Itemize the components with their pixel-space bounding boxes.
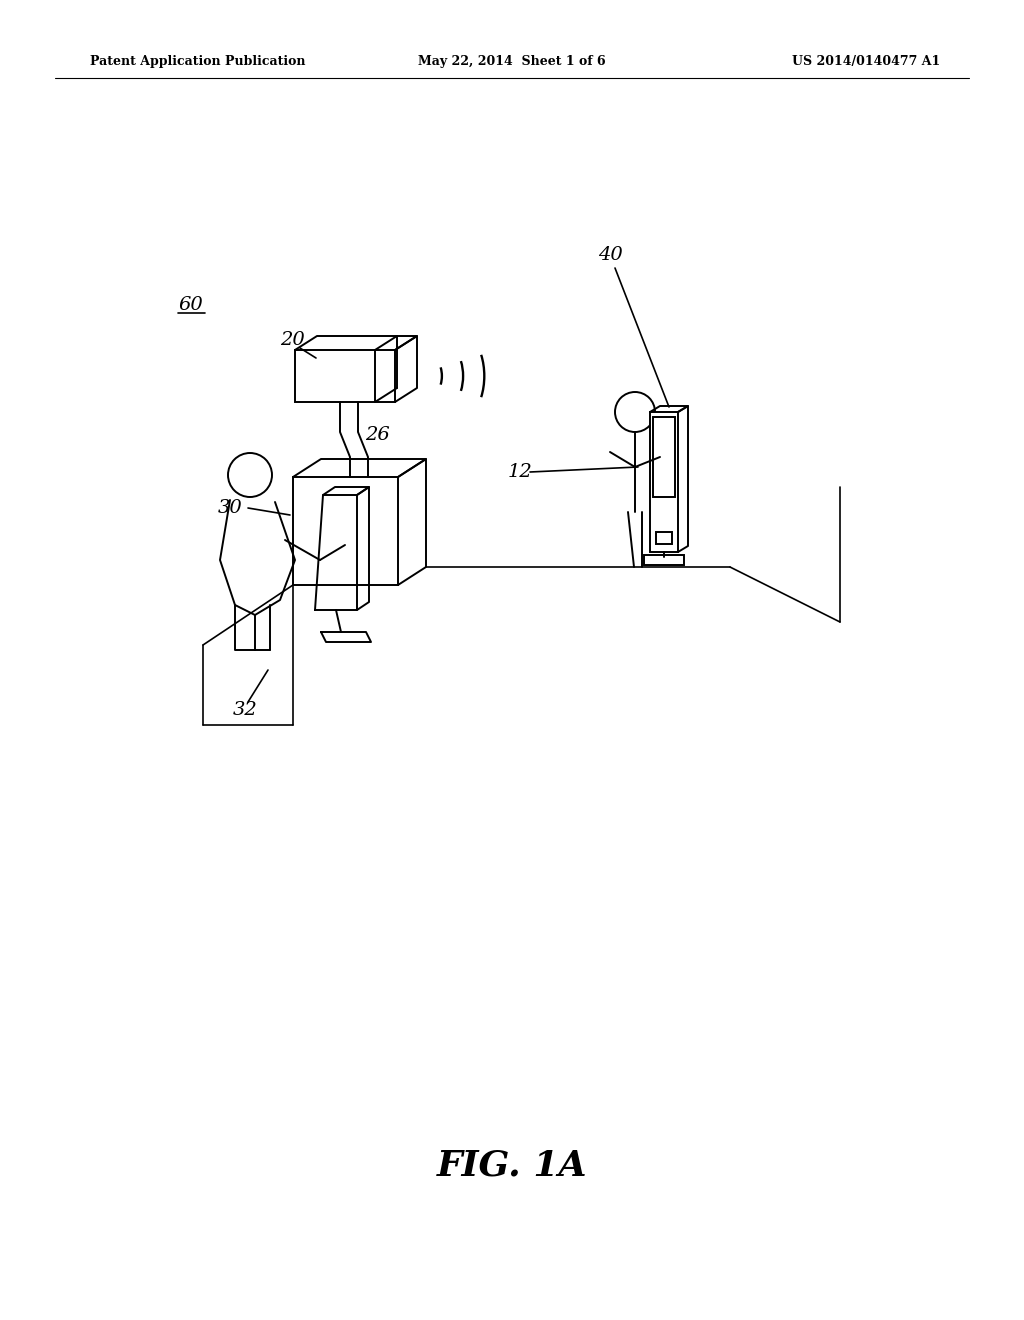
Text: 26: 26 [365, 426, 390, 444]
Bar [295, 350, 395, 403]
Text: 40: 40 [598, 246, 623, 264]
Text: 20: 20 [280, 331, 305, 348]
Bar [656, 532, 672, 544]
Bar [293, 477, 398, 585]
Text: 12: 12 [508, 463, 532, 480]
Bar [653, 417, 675, 498]
Text: US 2014/0140477 A1: US 2014/0140477 A1 [792, 55, 940, 69]
Text: May 22, 2014  Sheet 1 of 6: May 22, 2014 Sheet 1 of 6 [418, 55, 606, 69]
Bar [650, 412, 678, 552]
Text: FIG. 1A: FIG. 1A [437, 1148, 587, 1181]
Text: 30: 30 [218, 499, 243, 517]
Text: 32: 32 [233, 701, 258, 719]
Text: 60: 60 [178, 296, 203, 314]
Text: Patent Application Publication: Patent Application Publication [90, 55, 305, 69]
Bar [644, 554, 684, 565]
